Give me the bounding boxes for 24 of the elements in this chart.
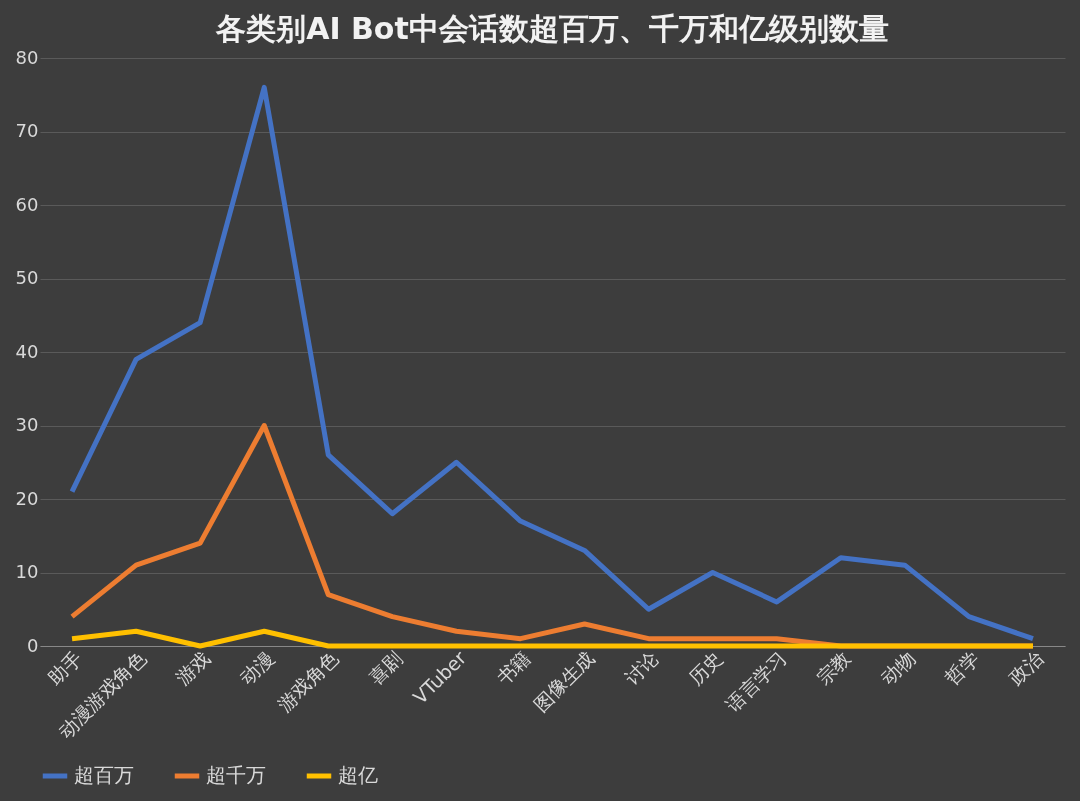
x-tick-label: 动物: [876, 646, 919, 689]
y-tick-label: 0: [27, 634, 39, 656]
y-tick-label: 60: [15, 193, 39, 215]
x-tick-label: 宗教: [812, 646, 855, 689]
y-tick-label: 10: [15, 561, 39, 582]
y-tick-label: 20: [15, 487, 39, 509]
y-tick-label: 70: [15, 120, 39, 141]
x-tick-label: 政治: [1004, 646, 1047, 689]
y-tick-label: 80: [15, 46, 39, 68]
legend-label: 超亿: [338, 763, 378, 787]
chart-title: 各类别AI Bot中会话数超百万、千万和亿级别数量: [215, 11, 889, 46]
x-tick-label: 助手: [43, 646, 86, 689]
y-tick-label: 30: [15, 414, 39, 435]
y-tick-label: 40: [15, 340, 39, 362]
x-tick-label: 书籍: [491, 646, 535, 689]
x-tick-label: 喜剧: [363, 646, 407, 689]
x-tick-label: 哲学: [940, 646, 983, 689]
legend-label: 超百万: [74, 763, 134, 787]
legend-label: 超千万: [206, 763, 266, 787]
y-tick-label: 50: [15, 267, 39, 288]
x-tick-label: 历史: [684, 646, 727, 689]
x-tick-label: 游戏: [171, 646, 215, 689]
x-tick-label: 讨论: [620, 646, 663, 689]
x-tick-label: 动漫: [235, 646, 279, 689]
